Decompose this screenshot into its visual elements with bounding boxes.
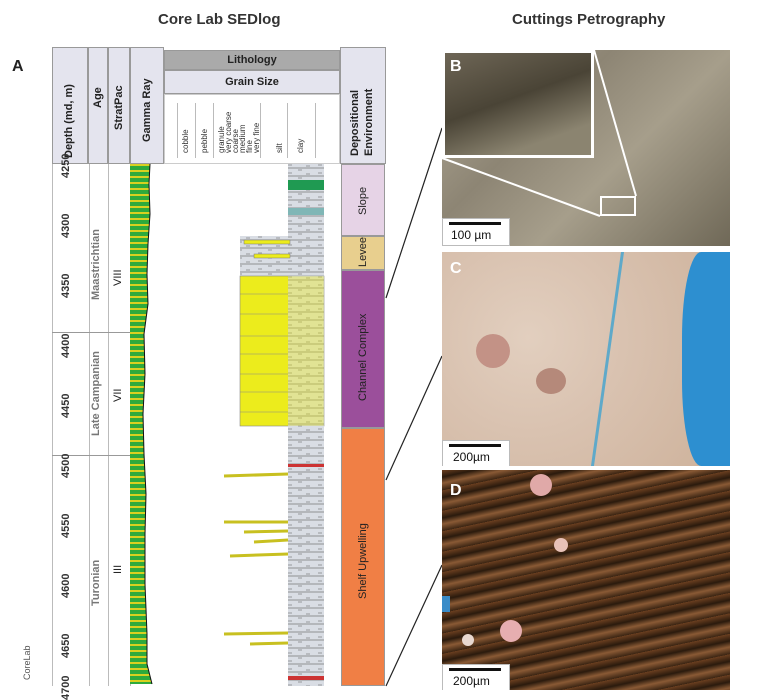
- panel-label-a: A: [12, 58, 24, 75]
- sem-photo-b: B 100 µm: [442, 50, 730, 246]
- environment-header: Depositional Environment: [340, 47, 386, 164]
- scale-bar-c: 200µm: [442, 440, 510, 466]
- stratpac-header: StratPac: [108, 47, 130, 164]
- grain: [476, 334, 510, 368]
- thin-section-photo-d: D 200µm: [442, 470, 730, 690]
- scale-bar-d: 200µm: [442, 664, 510, 690]
- grain: [462, 634, 474, 646]
- grain: [530, 474, 552, 496]
- grain: [536, 368, 566, 394]
- thin-section-photo-c: C 200µm: [442, 252, 730, 466]
- scale-bar-b: 100 µm: [442, 218, 510, 246]
- panel-label-b: B: [450, 58, 462, 75]
- sedlog-title: Core Lab SEDlog: [158, 11, 281, 28]
- depth-header: Depth (md, m): [52, 47, 88, 164]
- grain: [500, 620, 522, 642]
- panel-label-d: D: [450, 482, 462, 499]
- unit-boundary: [52, 332, 130, 333]
- environment-slope: Slope: [341, 164, 385, 236]
- panel-label-c: C: [450, 260, 462, 277]
- fracture: [590, 252, 625, 466]
- blue-epoxy: [442, 596, 450, 612]
- age-track: [88, 164, 109, 686]
- gamma-header: Gamma Ray: [130, 47, 164, 164]
- environment-levee: Levee: [341, 236, 385, 270]
- blue-epoxy: [682, 252, 730, 466]
- grain-size-scale: cobble pebble granule very coarse coarse…: [164, 94, 340, 164]
- environment-channel-complex: Channel Complex: [341, 270, 385, 428]
- age-header: Age: [88, 47, 108, 164]
- grain: [554, 538, 568, 552]
- sem-inset: [442, 50, 594, 158]
- depth-track: [52, 164, 90, 686]
- gamma-ray-log: [130, 164, 153, 685]
- lithology-log: [223, 164, 325, 686]
- grain-size-header: Grain Size: [164, 70, 340, 94]
- petrography-title: Cuttings Petrography: [512, 11, 666, 28]
- unit-boundary: [52, 455, 130, 456]
- lithology-header: Lithology: [164, 50, 340, 70]
- inset-locator-box: [600, 196, 636, 216]
- environment-shelf-upwelling: Shelf Upwelling: [341, 428, 385, 686]
